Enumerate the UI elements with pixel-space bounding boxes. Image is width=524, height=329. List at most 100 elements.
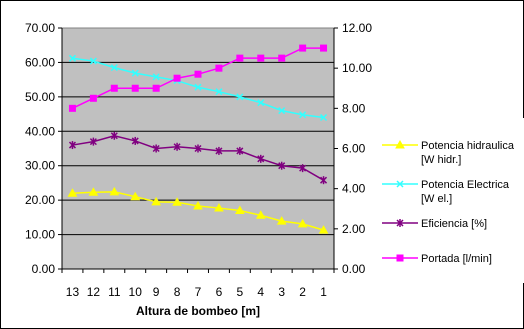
legend-marker [396,180,404,188]
axes [58,27,338,273]
data-point [257,99,265,107]
data-point [320,44,328,52]
data-point [214,203,224,212]
left-tick-label: 50.00 [25,90,55,104]
legend-item-0: Potencia hidraulica [W hidr.] [382,139,515,166]
data-point [131,136,139,145]
data-point [152,84,160,92]
legend: Potencia hidraulica [W hidr.] Potencia Ele… [382,139,515,265]
right-tick-label: 6.00 [342,142,366,156]
x-axis-ticks: 13 12 11 10 9 8 7 6 5 4 3 2 1 [66,285,327,299]
data-point [173,74,181,82]
data-point [236,146,244,155]
data-point [110,84,118,92]
data-point [215,88,223,96]
gridlines [62,61,334,236]
data-point [173,142,181,151]
x-tick-label: 11 [108,285,121,299]
left-tick-label: 40.00 [25,124,55,138]
data-point [278,54,286,62]
right-tick-label: 8.00 [342,101,366,115]
x-tick-label: 8 [174,285,181,299]
left-tick-label: 10.00 [25,228,55,242]
legend-label: [W hidr.] [421,154,461,166]
left-tick-label: 30.00 [25,159,55,173]
legend-marker [396,254,404,262]
x-tick-label: 5 [237,285,244,299]
legend-item-1: Potencia Electrica [W el.] [382,179,510,205]
data-point [110,131,118,140]
data-point [320,113,328,122]
x-tick-label: 3 [278,285,285,299]
data-point [89,137,97,146]
data-point [318,225,329,234]
data-point [68,141,76,150]
data-point [320,176,328,185]
data-point [297,218,308,228]
x-tick-label: 9 [153,285,160,299]
right-tick-label: 10.00 [342,61,372,75]
data-point [193,200,203,210]
data-point [194,144,202,153]
series-group [67,44,329,234]
data-point [172,197,182,206]
data-point [151,196,162,206]
right-axis-ticks: 0.00 2.00 4.00 6.00 8.00 10.00 12.00 [342,21,372,276]
data-point [109,186,120,196]
data-point [110,64,118,72]
legend-label: Portada [l/min] [421,253,492,265]
x-tick-label: 1 [320,285,327,299]
x-tick-label: 2 [299,285,306,299]
data-point [89,94,97,102]
data-point [278,161,286,170]
data-point [131,84,139,92]
data-point [68,54,76,62]
data-point [68,104,76,112]
left-tick-label: 60.00 [25,55,55,69]
legend-marker [395,139,405,149]
left-tick-label: 70.00 [25,21,55,35]
right-tick-label: 0.00 [342,262,366,276]
data-point [255,210,266,219]
legend-marker [396,219,404,227]
data-point [194,83,202,91]
left-tick-label: 0.00 [32,262,56,276]
legend-label: [W el.] [421,193,452,205]
data-point [215,146,223,155]
legend-label: Potencia hidraulica [421,140,515,152]
data-point [276,216,287,225]
data-point [234,205,245,214]
data-point [236,54,244,62]
x-tick-label: 4 [257,285,264,299]
data-point [299,111,307,119]
x-tick-label: 7 [195,285,202,299]
x-tick-label: 12 [87,285,101,299]
data-point [89,57,97,65]
x-tick-label: 10 [129,285,143,299]
data-point [257,54,265,62]
legend-label: Eficiencia [%] [421,218,487,230]
data-point [278,107,286,115]
data-point [299,164,307,173]
data-point [194,70,202,78]
x-tick-label: 6 [216,285,223,299]
data-point [152,144,160,153]
data-point [67,188,78,197]
data-point [257,154,265,163]
left-axis-ticks: 0.00 10.00 20.00 30.00 40.00 50.00 60.00 70.00 [25,21,55,276]
x-axis-title: Altura de bombeo [m] [136,304,260,318]
x-tick-label: 13 [66,285,80,299]
right-tick-label: 12.00 [342,21,372,35]
right-tick-label: 2.00 [342,222,366,236]
data-point [236,93,244,101]
legend-label: Potencia Electrica [421,179,510,191]
data-point [215,64,223,72]
data-point [88,187,99,196]
legend-item-3: Portada [l/min] [382,253,492,265]
left-tick-label: 20.00 [25,193,55,207]
data-point [299,44,307,52]
data-point [131,69,139,77]
data-point [152,73,160,81]
right-tick-label: 4.00 [342,182,366,196]
